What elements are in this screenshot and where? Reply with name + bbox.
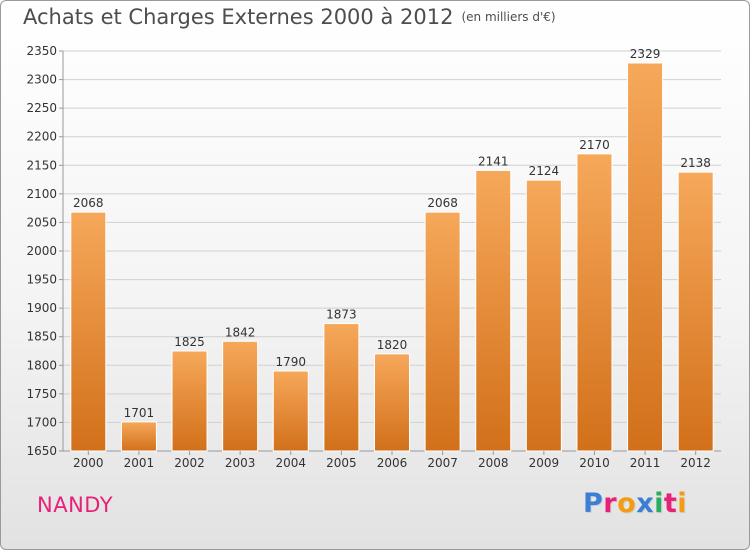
bar-value-label: 1701 [124, 406, 155, 420]
bar [171, 350, 208, 452]
logo-letter: r [603, 488, 618, 519]
chart-title-text: Achats et Charges Externes 2000 à 2012 [23, 5, 454, 29]
y-tick-label: 1700 [26, 415, 57, 429]
bar-value-label: 1842 [225, 325, 256, 339]
x-tick-label: 2012 [680, 456, 711, 470]
y-tick-label: 2150 [26, 158, 57, 172]
bar [525, 179, 562, 452]
logo-letter: i [677, 488, 688, 519]
bar-value-label: 2124 [529, 164, 560, 178]
bar-value-label: 1825 [174, 335, 205, 349]
bar [627, 62, 664, 452]
logo-letter: t [663, 488, 678, 519]
x-tick-label: 2005 [326, 456, 357, 470]
logo-letter: o [617, 488, 637, 519]
x-tick-label: 2003 [225, 456, 256, 470]
y-tick-label: 1650 [26, 444, 57, 458]
bar [272, 370, 309, 452]
bar [475, 169, 512, 452]
x-tick-label: 2008 [478, 456, 509, 470]
bar-value-label: 1820 [377, 338, 408, 352]
y-tick-label: 2200 [26, 130, 57, 144]
bar-value-label: 2068 [73, 196, 104, 210]
bar [424, 211, 461, 452]
bar [374, 353, 410, 452]
bar-value-label: 2141 [478, 154, 509, 168]
y-tick-label: 2100 [26, 187, 57, 201]
bar [222, 340, 259, 452]
y-tick-label: 1900 [26, 301, 57, 315]
x-tick-label: 2001 [124, 456, 155, 470]
x-tick-label: 2000 [73, 456, 104, 470]
y-tick-label: 1800 [26, 358, 57, 372]
proxiti-logo: Proxiti [583, 488, 687, 519]
y-tick-label: 2350 [26, 44, 57, 58]
bar [576, 153, 613, 452]
y-tick-label: 2250 [26, 101, 57, 115]
bar [677, 171, 714, 452]
bar [323, 323, 360, 452]
x-tick-label: 2002 [174, 456, 205, 470]
x-tick-label: 2009 [529, 456, 560, 470]
y-tick-label: 2050 [26, 215, 57, 229]
chart-title: Achats et Charges Externes 2000 à 2012 (e… [23, 5, 556, 29]
x-tick-label: 2004 [275, 456, 306, 470]
logo-letter: x [636, 488, 655, 519]
x-tick-label: 2010 [579, 456, 610, 470]
bar-value-label: 2138 [680, 156, 711, 170]
bar-value-label: 1790 [275, 355, 306, 369]
bar-value-label: 1873 [326, 308, 357, 322]
y-tick-label: 1750 [26, 387, 57, 401]
chart-unit-note: (en milliers d'€) [461, 10, 556, 24]
x-tick-label: 2011 [630, 456, 661, 470]
x-tick-label: 2006 [377, 456, 408, 470]
x-tick-label: 2007 [427, 456, 458, 470]
bar-value-label: 2329 [630, 47, 661, 61]
bar-value-label: 2068 [427, 196, 458, 210]
y-tick-label: 2300 [26, 73, 57, 87]
bar [70, 211, 107, 452]
logo-letter: i [654, 488, 664, 519]
place-name: NANDY [37, 493, 114, 517]
y-tick-label: 1950 [26, 273, 57, 287]
logo-letter: P [583, 488, 604, 519]
bar-value-label: 2170 [579, 138, 610, 152]
bar [120, 421, 157, 452]
y-tick-label: 2000 [26, 244, 57, 258]
y-tick-label: 1850 [26, 330, 57, 344]
